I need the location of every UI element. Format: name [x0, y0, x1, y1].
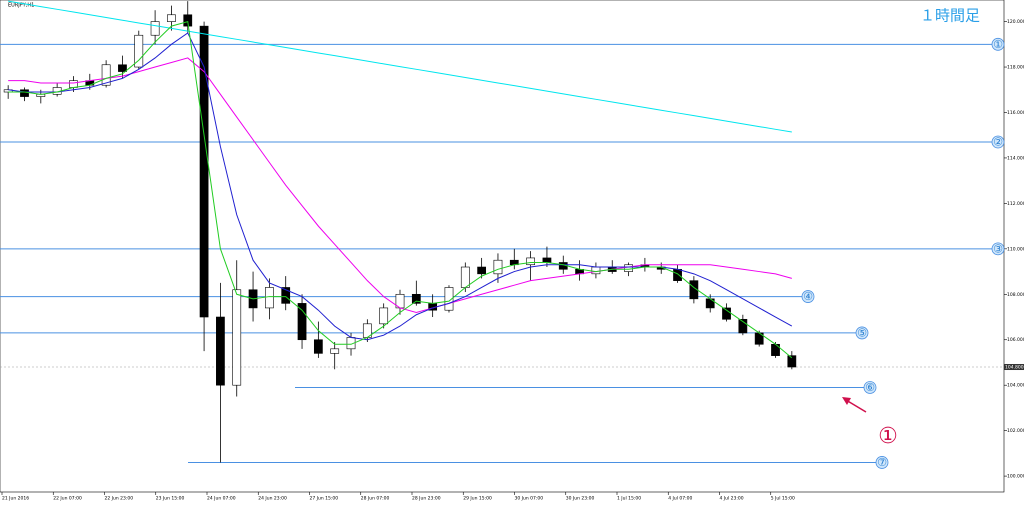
candle-body: [101, 64, 111, 86]
candle-body: [118, 64, 127, 72]
level-badge: [991, 135, 1005, 149]
candle-body: [705, 298, 715, 309]
y-tick-label: 118.000: [1007, 65, 1024, 71]
level-badge: [863, 381, 877, 394]
y-tick-label: 114.000: [1007, 155, 1024, 161]
x-tick-label: 24 Jun 07:00: [207, 496, 236, 502]
x-tick-label: 5 Jul 15:00: [771, 496, 795, 502]
chart-title: EURJPY,H1: [8, 3, 34, 9]
x-tick-label: 24 Jun 23:00: [258, 496, 287, 502]
x-tick-label: 28 Jun 07:00: [361, 496, 390, 502]
level-badge: [991, 37, 1005, 51]
candle-body: [69, 80, 78, 88]
candle-body: [771, 343, 780, 356]
candle-body: [216, 316, 225, 386]
candle-body: [673, 268, 682, 281]
moving-average: [8, 57, 792, 313]
candle-body: [134, 34, 144, 68]
candle-body: [183, 14, 193, 27]
y-tick-label: 106.000: [1007, 337, 1024, 343]
candle-body: [20, 89, 29, 97]
annotation-arrow: [845, 399, 867, 413]
candle-body: [738, 318, 748, 334]
candle-body: [493, 259, 503, 275]
x-tick-label: 4 Jul 23:00: [720, 496, 744, 502]
level-label: ③: [993, 242, 1003, 255]
candle-body: [297, 303, 307, 341]
annotation-arrowhead: [842, 397, 851, 405]
level-label: ⑤: [857, 326, 867, 339]
candle-body: [444, 287, 454, 311]
level-badge: [855, 326, 869, 340]
candle-body: [167, 14, 176, 22]
x-tick-label: 1 Jul 15:00: [617, 496, 641, 502]
candle-body: [460, 266, 470, 288]
level-badge: [875, 456, 889, 469]
candle-body: [330, 348, 340, 354]
x-tick-label: 22 Jun 23:00: [105, 496, 134, 502]
candle-body: [379, 307, 389, 325]
y-tick-label: 104.000: [1007, 383, 1024, 389]
level-label: ①: [993, 38, 1003, 51]
y-tick-label: 116.000: [1007, 110, 1024, 116]
level-label: ⑥: [865, 381, 875, 394]
current-price-label: 104.800: [1005, 365, 1024, 371]
candle-body: [281, 287, 291, 304]
candle-body: [199, 25, 209, 318]
x-tick-label: 28 Jun 23:00: [412, 496, 441, 502]
x-tick-label: 23 Jun 15:00: [156, 496, 185, 502]
y-tick-label: 110.000: [1007, 246, 1024, 252]
timeframe-label: １時間足: [920, 7, 980, 25]
y-tick-label: 108.000: [1007, 292, 1024, 298]
current-price-box: [1004, 364, 1024, 371]
candle-body: [542, 257, 552, 263]
level-badge: [801, 290, 815, 303]
candle-body: [591, 266, 601, 275]
y-tick-label: 102.000: [1007, 428, 1024, 434]
candle-body: [313, 339, 323, 354]
candle-body: [477, 266, 487, 275]
candle-body: [232, 289, 242, 386]
y-tick-label: 112.000: [1007, 201, 1024, 207]
candle-body: [526, 257, 535, 266]
level-badge: [991, 242, 1005, 256]
annotation-label: ①: [878, 424, 898, 449]
plot-frame: [0, 0, 1005, 493]
x-tick-label: 27 Jun 15:00: [310, 496, 339, 502]
level-label: ②: [993, 136, 1003, 149]
candle-body: [787, 355, 797, 368]
level-label: ⑦: [877, 456, 887, 469]
x-tick-label: 4 Jul 07:00: [668, 496, 692, 502]
x-tick-label: 29 Jun 15:00: [463, 496, 492, 502]
y-tick-label: 120.000: [1007, 19, 1024, 25]
x-tick-label: 22 Jun 07:00: [53, 496, 82, 502]
candle-body: [411, 293, 421, 304]
level-label: ④: [803, 290, 813, 303]
candle-body: [150, 21, 160, 36]
moving-average: [8, 0, 792, 133]
candle-body: [624, 264, 633, 272]
candle-body: [265, 287, 274, 309]
x-tick-label: 30 Jun 23:00: [566, 496, 595, 502]
y-tick-label: 100.000: [1007, 474, 1024, 480]
x-tick-label: 21 Jun 2016: [2, 496, 29, 502]
x-tick-label: 30 Jun 07:00: [515, 496, 544, 502]
moving-average: [8, 20, 793, 359]
